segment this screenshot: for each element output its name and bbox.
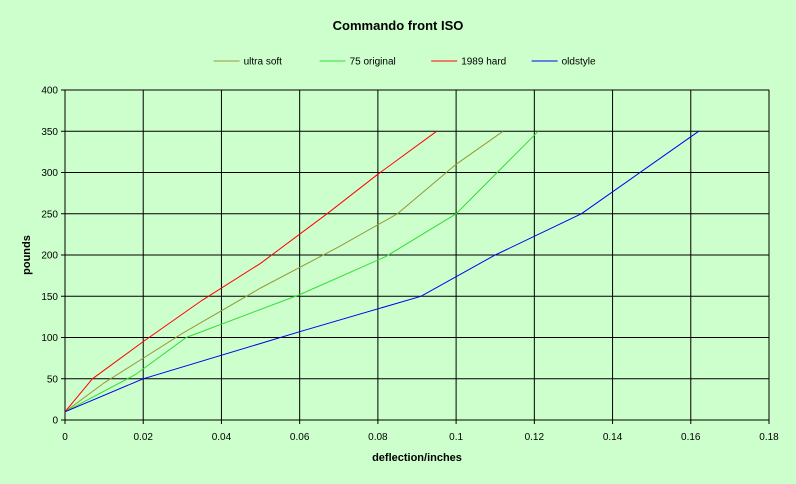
x-tick-label: 0.1 — [449, 432, 463, 443]
series-line-ultra-soft — [64, 130, 504, 413]
x-tick-label: 0.18 — [759, 432, 779, 443]
x-tick-label: 0.16 — [681, 432, 701, 443]
x-tick-label: 0.12 — [525, 432, 545, 443]
series-line-oldstyle — [64, 130, 699, 413]
y-tick-label: 50 — [47, 374, 59, 385]
y-tick-label: 150 — [41, 292, 58, 303]
y-tick-label: 350 — [41, 127, 58, 138]
legend-label-75-original: 75 original — [350, 57, 396, 68]
legend: ultra soft 75 original 1989 hard oldstyle — [213, 57, 596, 68]
x-axis-ticks: 0 0.02 0.04 0.06 0.08 0.1 0.12 0.14 0.16 0.18 — [62, 419, 779, 443]
y-tick-label: 300 — [41, 168, 58, 179]
x-tick-label: 0.06 — [290, 432, 310, 443]
legend-label-oldstyle: oldstyle — [562, 57, 596, 68]
x-tick-label: 0.08 — [368, 432, 388, 443]
y-axis-label: pounds — [21, 235, 33, 275]
x-tick-label: 0.14 — [603, 432, 623, 443]
series-line-75-original — [64, 130, 539, 413]
series-lines — [64, 130, 699, 413]
y-tick-label: 200 — [41, 251, 58, 262]
y-tick-label: 400 — [41, 86, 58, 97]
x-tick-label: 0 — [62, 432, 68, 443]
legend-label-ultra-soft: ultra soft — [244, 57, 283, 68]
y-tick-label: 0 — [52, 416, 58, 427]
series-line-1989-hard — [64, 130, 437, 413]
x-tick-label: 0.02 — [133, 432, 153, 443]
legend-label-1989-hard: 1989 hard — [461, 57, 506, 68]
x-axis-label: deflection/inches — [372, 452, 462, 464]
y-axis-ticks: 0 50 100 150 200 250 300 350 400 — [41, 86, 66, 427]
chart-title: Commando front ISO — [333, 18, 464, 33]
y-tick-label: 250 — [41, 209, 58, 220]
x-tick-label: 0.04 — [212, 432, 232, 443]
y-tick-label: 100 — [41, 333, 58, 344]
